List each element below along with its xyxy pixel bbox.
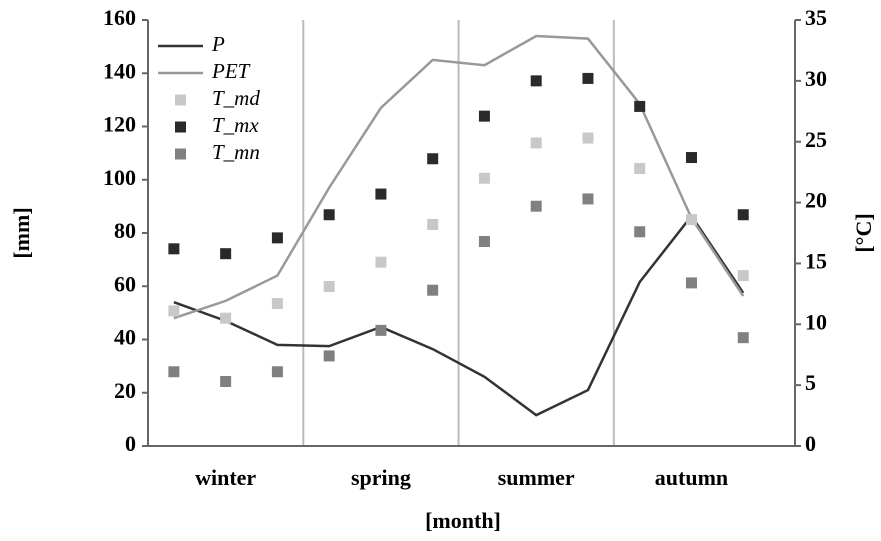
x-tick-label: summer	[498, 465, 575, 490]
marker	[478, 172, 490, 184]
marker	[737, 209, 749, 221]
marker	[478, 236, 490, 248]
y2-axis-label: [°C]	[851, 213, 876, 252]
marker	[685, 152, 697, 164]
y2-tick-label: 25	[805, 127, 827, 152]
marker	[323, 350, 335, 362]
marker	[685, 277, 697, 289]
y2-tick-label: 30	[805, 66, 827, 91]
legend-label: PET	[211, 59, 251, 83]
y2-tick-label: 10	[805, 309, 827, 334]
legend-label: T_md	[212, 86, 260, 110]
marker	[271, 366, 283, 378]
marker	[220, 248, 232, 260]
marker	[220, 375, 232, 387]
x-tick-label: spring	[351, 465, 411, 490]
y-tick-label: 20	[114, 378, 136, 403]
marker	[737, 270, 749, 282]
legend-label: T_mn	[212, 140, 260, 164]
line-series	[173, 34, 745, 320]
y2-tick-label: 15	[805, 248, 827, 273]
y2-tick-label: 0	[805, 431, 816, 456]
marker	[323, 281, 335, 293]
marker	[271, 298, 283, 310]
marker	[478, 110, 490, 122]
y-tick-label: 120	[103, 112, 136, 137]
x-axis-label: [month]	[425, 508, 501, 533]
marker	[427, 153, 439, 165]
marker	[375, 256, 387, 268]
marker	[168, 243, 180, 255]
marker	[271, 232, 283, 244]
x-tick-label: winter	[195, 465, 256, 490]
marker	[168, 366, 180, 378]
marker	[582, 132, 594, 144]
marker	[375, 188, 387, 200]
marker	[634, 100, 646, 112]
marker	[685, 214, 697, 226]
line-series	[173, 213, 745, 417]
marker	[634, 162, 646, 174]
y2-tick-label: 20	[805, 188, 827, 213]
legend-label: T_mx	[212, 113, 259, 137]
y-tick-label: 0	[125, 431, 136, 456]
y-tick-label: 60	[114, 271, 136, 296]
y2-tick-label: 5	[805, 370, 816, 395]
marker	[168, 305, 180, 317]
y-tick-label: 40	[114, 325, 136, 350]
marker	[375, 324, 387, 336]
legend-swatch	[175, 121, 186, 133]
marker	[634, 226, 646, 238]
legend-swatch	[175, 148, 186, 160]
marker	[220, 312, 232, 324]
y-tick-label: 140	[103, 58, 136, 83]
marker	[582, 193, 594, 205]
legend-swatch	[175, 94, 186, 106]
y-axis-label: [mm]	[9, 207, 34, 258]
marker	[323, 209, 335, 221]
marker	[427, 218, 439, 230]
marker	[530, 137, 542, 149]
marker	[530, 200, 542, 212]
x-tick-label: autumn	[655, 465, 728, 490]
marker	[582, 72, 594, 84]
legend-label: P	[211, 32, 225, 56]
y-tick-label: 100	[103, 165, 136, 190]
marker	[530, 75, 542, 87]
y2-tick-label: 35	[805, 5, 827, 30]
marker	[737, 332, 749, 344]
y-tick-label: 160	[103, 5, 136, 30]
y-tick-label: 80	[114, 218, 136, 243]
marker	[427, 284, 439, 296]
